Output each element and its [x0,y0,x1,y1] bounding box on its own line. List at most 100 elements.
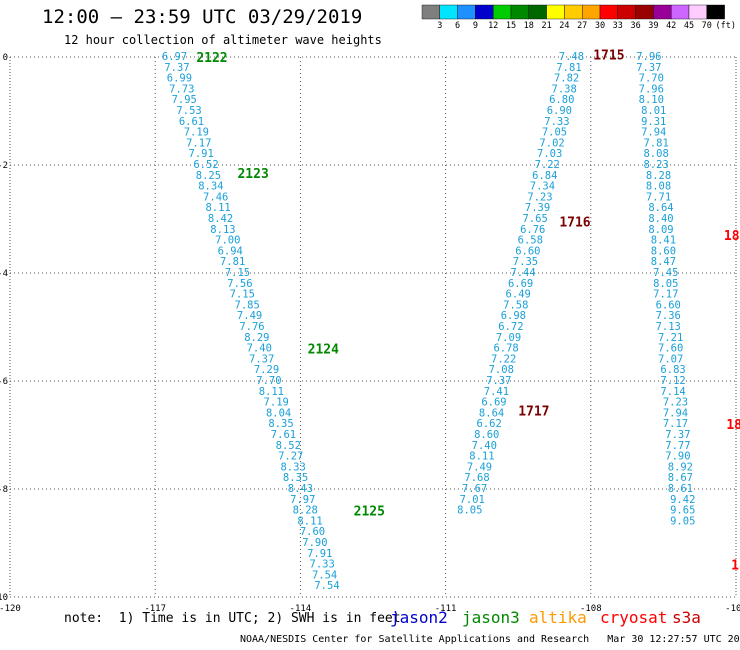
swh-value-label: 8.61 [668,483,693,495]
colorbar-label: 42 [666,21,676,31]
swh-value-label: 7.54 [314,580,339,592]
footer-credit: NOAA/NESDIS Center for Satellite Applica… [240,634,740,645]
colorbar-swatch [457,4,476,20]
data-points: 6.977.376.997.737.957.536.617.197.177.91… [162,48,740,592]
swh-value-label: 7.35 [513,256,538,268]
swh-value-label: 7.76 [239,321,264,333]
legend-s3a: s3a [672,608,701,627]
swh-value-label: 7.15 [225,267,250,279]
swh-value-label: 8.13 [210,224,235,236]
swh-value-label: 8.28 [646,170,671,182]
swh-value-label: 7.17 [653,289,678,301]
swh-value-label: 7.85 [235,299,260,311]
pass-number-label: 2124 [308,343,339,358]
colorbar-swatch [510,4,529,20]
colorbar-swatch [635,4,654,20]
colorbar-label: 21 [541,21,551,31]
swh-value-label: 7.21 [658,332,683,344]
swh-value-label: 8.01 [641,105,666,117]
colorbar-label: 33 [613,21,623,31]
colorbar-swatch [582,4,601,20]
swh-value-label: 7.34 [530,181,555,193]
swh-value-label: 7.96 [639,83,664,95]
x-tick-label: -117 [144,604,166,614]
swh-value-label: 8.60 [474,429,499,441]
swh-value-label: 7.61 [271,429,296,441]
swh-value-label: 7.37 [636,62,661,74]
chart-subtitle: 12 hour collection of altimeter wave hei… [64,33,382,47]
swh-value-label: 9.31 [641,116,666,128]
chart-title: 12:00 – 23:59 UTC 03/29/2019 [42,6,363,28]
swh-value-label: 7.95 [172,94,197,106]
swh-value-label: 7.49 [467,461,492,473]
color-scale-bar: 3 6 9 12 15 18 21 24 27 30 33 36 39 42 45 70 (ft) [421,4,736,31]
colorbar-label: 15 [506,21,516,31]
swh-value-label: 8.05 [457,505,482,517]
swh-value-label: 7.46 [203,191,228,203]
colorbar-label: 45 [684,21,694,31]
swh-value-label: 7.39 [525,202,550,214]
pass-number-label: 2125 [354,505,385,520]
legend-altika: altika [529,608,587,627]
colorbar-swatch [493,4,512,20]
swh-value-label: 7.23 [663,397,688,409]
swh-value-label: 8.28 [293,505,318,517]
colorbar-swatch [439,4,458,20]
swh-value-label: 7.22 [491,353,516,365]
swh-value-label: 7.05 [542,127,567,139]
swh-value-label: 7.36 [656,310,681,322]
swh-value-label: 8.25 [196,170,221,182]
swh-value-label: 8.35 [283,472,308,484]
colorbar-swatch [564,4,583,20]
swh-value-label: 7.82 [554,73,579,85]
swh-value-label: 7.14 [660,386,685,398]
swh-value-label: 8.64 [479,407,504,419]
swh-value-label: 8.08 [643,148,668,160]
x-tick-label: -114 [290,604,312,614]
swh-value-label: 8.11 [297,515,322,527]
swh-value-label: 7.17 [663,418,688,430]
swh-value-label: 7.53 [176,105,201,117]
x-tick-label: -120 [0,604,21,614]
swh-value-label: 6.80 [549,94,574,106]
swh-value-label: 8.41 [651,235,676,247]
swh-value-label: 8.47 [651,256,676,268]
swh-value-label: 7.01 [460,494,485,506]
swh-value-label: 7.12 [660,375,685,387]
x-tick-label: -108 [580,604,602,614]
colorbar-label: 6 [455,21,460,31]
swh-value-label: 7.96 [636,51,661,63]
swh-value-label: 7.94 [663,407,688,419]
swh-value-label: 6.72 [498,321,523,333]
swh-value-label: 7.60 [300,526,325,538]
pass-number-label: 2123 [237,167,268,182]
swh-value-label: 7.37 [164,62,189,74]
colorbar-swatch [688,4,707,20]
swh-value-label: 7.81 [220,256,245,268]
colorbar-swatch [653,4,672,20]
pass-number-label: 1716 [559,216,590,231]
swh-value-label: 6.97 [162,51,187,63]
swh-value-label: 7.65 [522,213,547,225]
legend-cryosat: cryosat [600,608,668,627]
swh-value-label: 7.19 [264,397,289,409]
swh-value-label: 7.48 [559,51,584,63]
colorbar-label: 70 [702,21,712,31]
swh-value-label: 7.71 [646,191,671,203]
colorbar-label: 18 [524,21,534,31]
y-tick-label: -2 [0,161,8,171]
colorbar-swatch [475,4,494,20]
swh-value-label: 6.62 [477,418,502,430]
swh-value-label: 8.34 [198,181,223,193]
swh-value-label: 7.91 [307,548,332,560]
colorbar-swatch [528,4,547,20]
swh-value-label: 8.92 [668,461,693,473]
swh-value-label: 6.60 [515,245,540,257]
swh-value-label: 8.67 [668,472,693,484]
colorbar-label: 3 [437,21,442,31]
pass-number-label: 183 [726,418,740,433]
swh-value-label: 7.15 [230,289,255,301]
swh-value-label: 8.08 [646,181,671,193]
swh-value-label: 6.49 [506,289,531,301]
swh-value-label: 7.07 [658,353,683,365]
